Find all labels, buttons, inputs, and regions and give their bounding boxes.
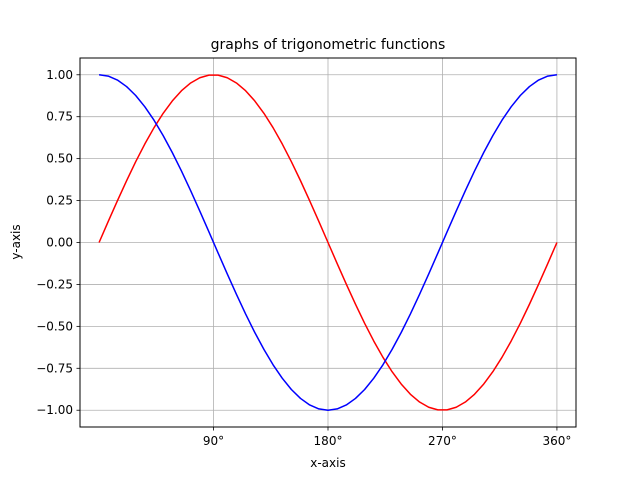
y-tick-label: 1.00: [46, 68, 73, 82]
y-tick-label: 0.50: [46, 152, 73, 166]
x-tick-label: 360°: [542, 434, 571, 448]
x-tick-label: 270°: [428, 434, 457, 448]
x-tick-label: 90°: [203, 434, 224, 448]
series-lines: [98, 74, 558, 411]
series-line-2: [98, 74, 558, 411]
x-tick-label: 180°: [314, 434, 343, 448]
y-tick-label: 0.00: [46, 236, 73, 250]
axis-ticks: 90° 180° 270° 360° −1.00 −0.75 −0.50 −0.25 0.00 0…: [36, 68, 571, 448]
chart-title: graphs of trigonometric functions: [211, 37, 446, 53]
y-tick-label: −1.00: [36, 403, 73, 417]
y-tick-label: 0.75: [46, 110, 73, 124]
series-line-1: [98, 74, 558, 411]
y-axis-label: y-axis: [9, 224, 23, 259]
y-tick-label: 0.25: [46, 194, 73, 208]
y-tick-label: −0.50: [36, 319, 73, 333]
x-axis-label: x-axis: [310, 456, 345, 470]
y-tick-label: −0.75: [36, 361, 73, 375]
y-tick-label: −0.25: [36, 277, 73, 291]
